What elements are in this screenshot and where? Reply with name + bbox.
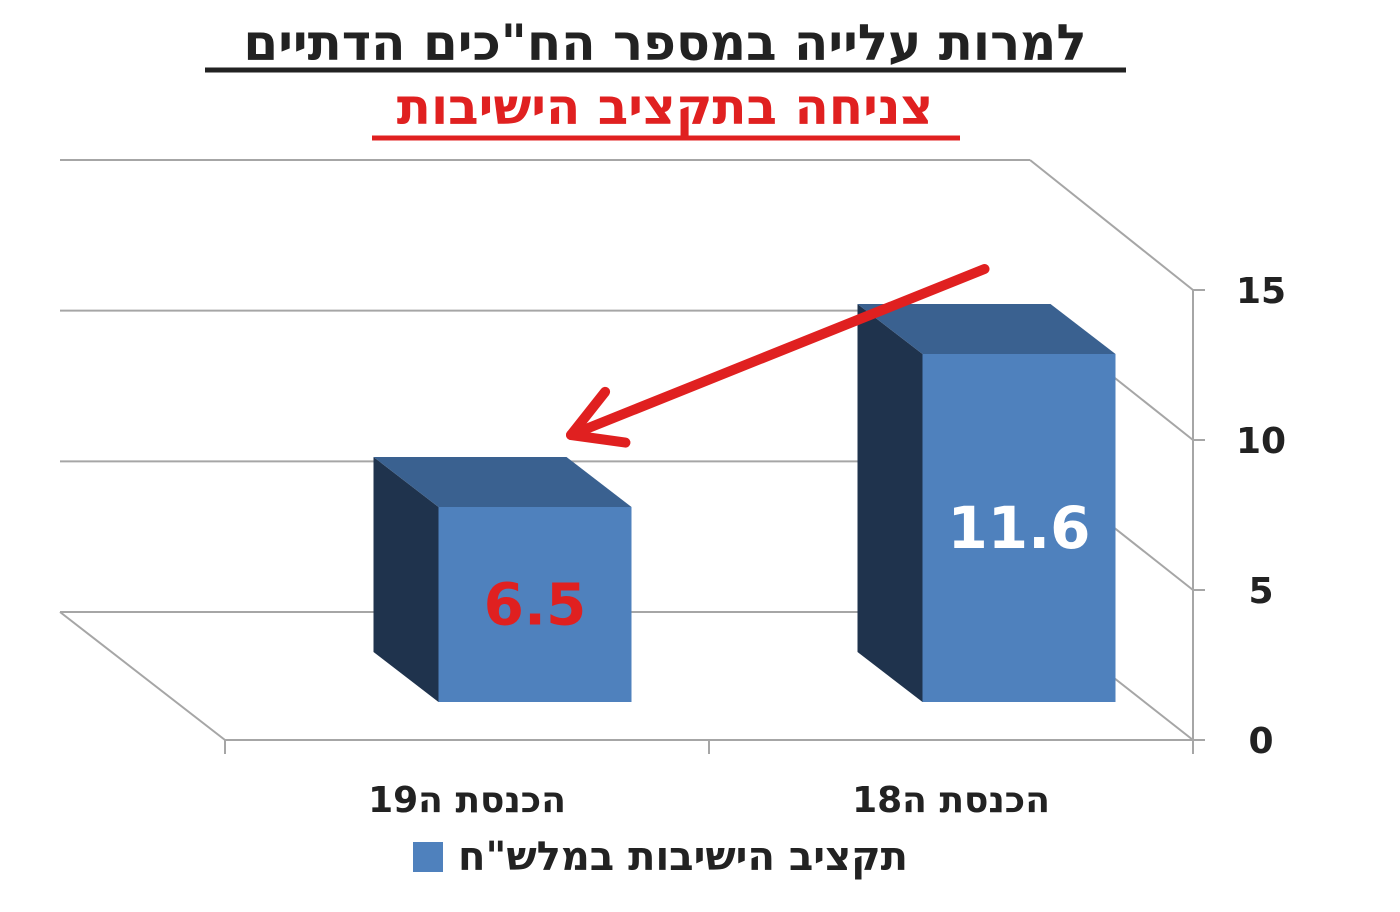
bar-1 — [857, 304, 1116, 702]
bar-front-face — [922, 354, 1116, 702]
y-tick-label: 10 — [1236, 421, 1286, 462]
legend-swatch — [413, 842, 443, 872]
y-tick-label: 5 — [1248, 571, 1273, 612]
bar-front-face — [438, 507, 632, 702]
category-label: הכנסת ה18 — [852, 780, 1050, 821]
bar-top-face — [857, 304, 1116, 354]
floor-left-edge — [59, 611, 226, 741]
annotation-arrow — [566, 264, 990, 448]
arrow-head — [566, 386, 631, 448]
category-label: הכנסת ה19 — [368, 780, 566, 821]
gridline-side-15 — [1029, 159, 1194, 291]
y-tick-label: 15 — [1236, 271, 1286, 312]
bar-side-face — [373, 457, 439, 702]
legend-label: תקציב הישיבות במלש"ח — [458, 834, 908, 880]
bar-2 — [373, 457, 632, 702]
data-label: 11.6 — [947, 494, 1090, 562]
chart-subtitle: צניחה בתקציב הישיבות — [397, 78, 933, 136]
bar-side-face — [857, 304, 923, 702]
y-tick-label: 0 — [1248, 721, 1273, 762]
chart-title: למרות עלייה במספר הח"כים הדתיים — [243, 14, 1086, 72]
arrow-shaft — [566, 264, 990, 440]
bar-top-face — [373, 457, 632, 507]
labels: 0 5 10 15 11.6 הכנסת ה18 6.5 הכנסת ה19 — [368, 271, 1286, 821]
axes — [224, 289, 1205, 754]
bars — [373, 304, 1116, 702]
data-label: 6.5 — [484, 571, 587, 639]
